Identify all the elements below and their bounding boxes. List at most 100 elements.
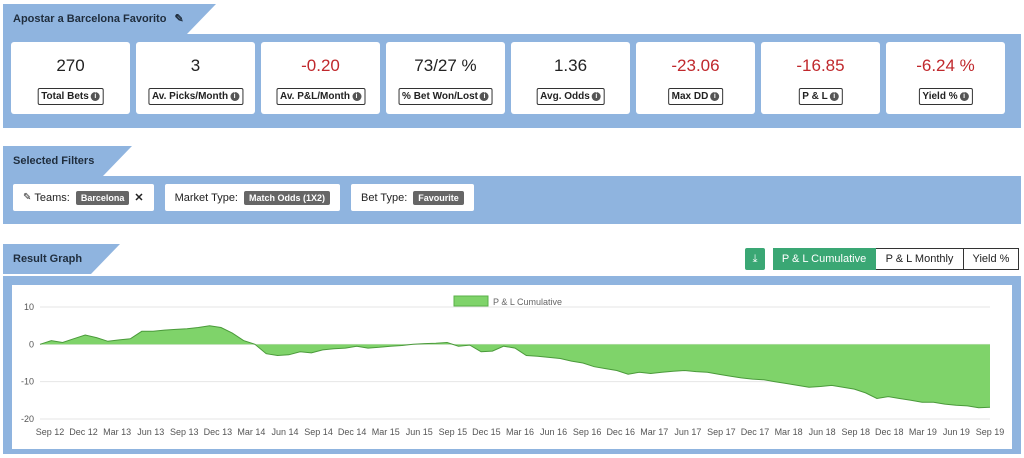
stat-card: -0.20 Av. P&L/Month i: [261, 42, 380, 114]
info-icon[interactable]: i: [90, 91, 100, 101]
x-tick-label: Jun 15: [406, 427, 433, 437]
filters-panel: ✎ Teams: Barcelona ✕ Market Type: Match …: [3, 176, 1021, 224]
info-icon[interactable]: i: [352, 91, 361, 101]
tab-pl-cumulative[interactable]: P & L Cumulative: [773, 248, 876, 270]
tab-pl-monthly[interactable]: P & L Monthly: [876, 248, 964, 270]
x-tick-label: Mar 18: [775, 427, 803, 437]
stat-label-text: Av. P&L/Month: [280, 91, 350, 102]
stat-value: -6.24 %: [916, 56, 975, 75]
stat-label[interactable]: Av. P&L/Month i: [276, 88, 365, 105]
x-tick-label: Sep 18: [841, 427, 870, 437]
y-tick-label: 10: [24, 302, 34, 312]
page-title: Apostar a Barcelona Favorito: [13, 13, 167, 25]
x-tick-label: Jun 17: [674, 427, 701, 437]
stat-label[interactable]: Total Bets i: [37, 88, 104, 105]
x-tick-label: Jun 13: [137, 427, 164, 437]
stat-card: -23.06 Max DD i: [636, 42, 755, 114]
info-icon[interactable]: i: [710, 91, 720, 101]
legend-label: P & L Cumulative: [493, 297, 562, 307]
x-tick-label: Mar 15: [372, 427, 400, 437]
x-tick-label: Mar 17: [640, 427, 668, 437]
info-icon[interactable]: i: [829, 91, 839, 101]
download-button[interactable]: ⤓: [745, 248, 765, 270]
stat-label[interactable]: Avg. Odds i: [536, 88, 605, 105]
tab-yield[interactable]: Yield %: [964, 248, 1019, 270]
x-tick-label: Dec 16: [606, 427, 635, 437]
stat-label-text: Max DD: [671, 91, 709, 102]
legend-swatch: [453, 295, 489, 307]
x-tick-label: Sep 17: [707, 427, 736, 437]
info-icon[interactable]: i: [959, 91, 969, 101]
stat-label-text: Yield %: [922, 91, 958, 102]
stat-label[interactable]: % Bet Won/Lost i: [398, 88, 493, 105]
x-tick-label: Sep 13: [170, 427, 199, 437]
stat-card: -6.24 % Yield % i: [886, 42, 1005, 114]
y-tick-label: 0: [29, 339, 34, 349]
filter-market-value: Match Odds (1X2): [244, 190, 331, 205]
info-icon[interactable]: i: [479, 91, 489, 101]
x-tick-label: Sep 15: [439, 427, 468, 437]
graph-tab: Result Graph: [3, 244, 120, 274]
graph-tabs: P & L Cumulative P & L Monthly Yield %: [773, 248, 1019, 270]
stat-value: 73/27 %: [414, 56, 477, 75]
stat-label[interactable]: Max DD i: [667, 88, 724, 105]
stat-card: 73/27 % % Bet Won/Lost i: [386, 42, 505, 114]
stat-value: -16.85: [796, 56, 845, 75]
x-tick-label: Dec 12: [69, 427, 98, 437]
stat-label[interactable]: Yield % i: [918, 88, 973, 105]
stat-card: 270 Total Bets i: [11, 42, 130, 114]
stat-value: 1.36: [553, 56, 588, 75]
x-tick-label: Jun 19: [943, 427, 970, 437]
x-tick-label: Sep 19: [976, 427, 1005, 437]
x-tick-label: Dec 18: [875, 427, 904, 437]
filter-market[interactable]: Market Type: Match Odds (1X2): [164, 184, 341, 211]
info-icon[interactable]: i: [591, 91, 601, 101]
x-tick-label: Mar 14: [237, 427, 265, 437]
filters-title: Selected Filters: [13, 155, 95, 167]
stats-panel: 270 Total Bets i 3 Av. Picks/Month i -0.20 Av. …: [3, 34, 1021, 128]
x-tick-label: Dec 13: [204, 427, 233, 437]
x-tick-label: Dec 15: [472, 427, 501, 437]
filter-teams-label: Teams:: [34, 191, 70, 204]
download-icon: ⤓: [752, 252, 758, 265]
x-tick-label: Mar 19: [909, 427, 937, 437]
stat-value: -23.06: [671, 56, 720, 75]
x-tick-label: Sep 14: [304, 427, 333, 437]
stat-value: 3: [190, 56, 201, 75]
filter-bettype-value: Favourite: [413, 190, 464, 205]
stat-label-text: % Bet Won/Lost: [402, 91, 478, 102]
graph-title: Result Graph: [13, 253, 83, 265]
page-title-tab: Apostar a Barcelona Favorito ✎: [3, 4, 216, 34]
x-tick-label: Jun 16: [540, 427, 567, 437]
stat-value: -0.20: [301, 56, 340, 75]
filter-market-label: Market Type:: [174, 191, 238, 204]
x-tick-label: Dec 17: [741, 427, 770, 437]
x-tick-label: Jun 14: [271, 427, 298, 437]
filter-bettype-label: Bet Type:: [361, 191, 408, 204]
pencil-icon[interactable]: ✎: [174, 13, 184, 25]
close-icon[interactable]: ✕: [134, 192, 144, 204]
x-tick-label: Dec 14: [338, 427, 367, 437]
x-tick-label: Sep 16: [573, 427, 602, 437]
stat-label[interactable]: Av. Picks/Month i: [147, 88, 244, 105]
filter-teams-value: Barcelona: [75, 190, 130, 205]
stat-value: 270: [56, 56, 85, 75]
pl-area: [40, 325, 990, 408]
chart-container: P & L Cumulative 10 0 -10 -20 Sep 12 Dec 12 Mar…: [12, 285, 1012, 449]
x-tick-label: Sep 12: [36, 427, 65, 437]
y-tick-label: -20: [21, 414, 34, 424]
x-tick-label: Mar 13: [103, 427, 131, 437]
filter-teams[interactable]: ✎ Teams: Barcelona ✕: [13, 184, 154, 211]
filter-bettype[interactable]: Bet Type: Favourite: [351, 184, 474, 211]
stat-card: 3 Av. Picks/Month i: [136, 42, 255, 114]
filters-tab: Selected Filters: [3, 146, 132, 176]
x-tick-label: Jun 18: [809, 427, 836, 437]
pencil-icon[interactable]: ✎: [23, 192, 32, 203]
stat-label-text: Av. Picks/Month: [151, 91, 229, 102]
info-icon[interactable]: i: [230, 91, 240, 101]
stat-label-text: Total Bets: [41, 91, 89, 102]
stat-label-text: P & L: [802, 91, 828, 102]
